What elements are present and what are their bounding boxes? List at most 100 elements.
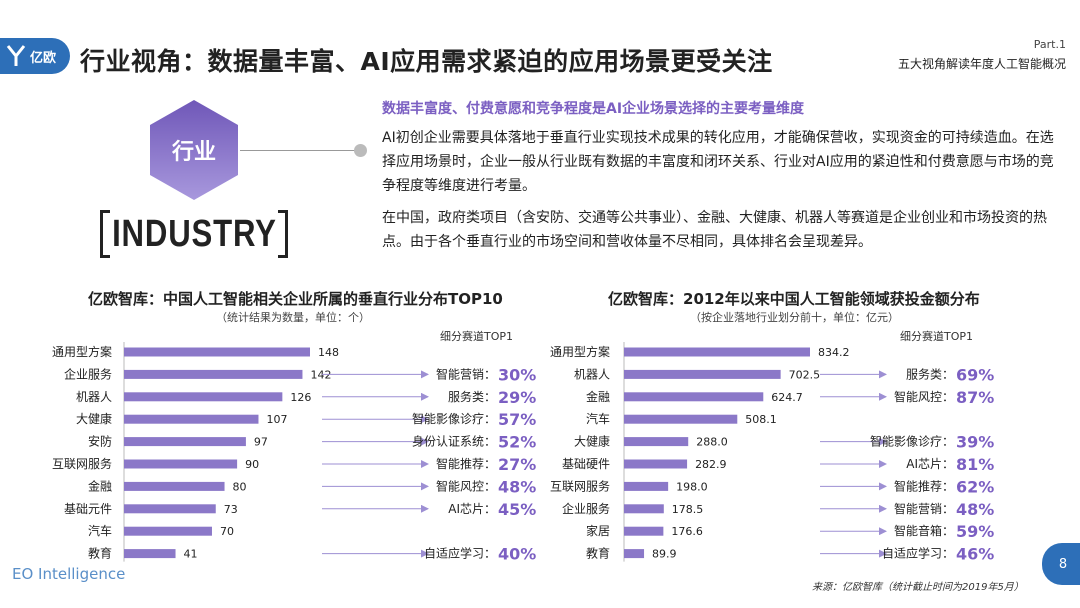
part-label: Part.1 [1033, 38, 1066, 51]
value-label: 142 [310, 368, 331, 381]
connector-line [240, 150, 358, 151]
bar [624, 347, 810, 357]
bar [124, 549, 176, 559]
bar [124, 504, 216, 514]
source-note: 来源：亿欧智库（统计截止时间为2019年5月） [812, 582, 1024, 593]
bar [624, 504, 664, 514]
top1-label: 智能音箱： [894, 523, 954, 538]
category-label: 企业服务 [562, 501, 610, 516]
top1-percent: 48% [956, 500, 994, 519]
bar [624, 369, 781, 379]
top1-percent: 81% [956, 455, 994, 474]
top1-percent: 87% [956, 388, 994, 407]
value-label: 126 [290, 391, 311, 404]
category-label: 机器人 [76, 390, 112, 404]
footer-brand: EO Intelligence [12, 565, 126, 583]
value-label: 148 [318, 346, 339, 359]
category-label: 大健康 [574, 434, 610, 449]
top1-label: 服务类： [906, 366, 954, 381]
bar [624, 481, 669, 491]
chart2-subtitle: （按企业落地行业划分前十，单位：亿元） [690, 311, 899, 324]
top1-percent: 46% [956, 545, 994, 564]
value-label: 89.9 [652, 548, 677, 561]
chart2-title: 亿欧智库：2012年以来中国人工智能领域获投金额分布 [608, 290, 980, 308]
top1-label: 智能风控： [436, 478, 496, 493]
category-label: 大健康 [76, 411, 112, 426]
value-label: 198.0 [676, 480, 708, 493]
category-label: 家居 [586, 523, 610, 538]
category-label: 企业服务 [64, 366, 112, 381]
bar [624, 526, 664, 536]
logo-text: 亿欧 [30, 50, 57, 66]
paragraph-2: 在中国，政府类项目（含安防、交通等公共事业）、金融、大健康、机器人等赛道是企业创… [382, 210, 1047, 250]
top1-label: 智能营销： [436, 366, 496, 381]
category-label: 金融 [88, 478, 112, 493]
category-label: 基础硬件 [562, 457, 610, 471]
top1-label: AI芯片： [448, 502, 496, 516]
industry-label-box: INDUSTRY [100, 206, 288, 262]
value-label: 73 [224, 503, 238, 516]
top1-percent: 40% [498, 545, 536, 564]
bar [624, 414, 738, 424]
chart1-top1-header: 细分赛道TOP1 [440, 329, 513, 343]
top1-percent: 48% [498, 477, 536, 496]
value-label: 508.1 [745, 413, 777, 426]
value-label: 90 [245, 458, 259, 471]
highlight-heading: 数据丰富度、付费意愿和竞争程度是AI企业场景选择的主要考量维度 [382, 101, 805, 117]
bar [124, 459, 238, 469]
value-label: 97 [254, 436, 268, 449]
top1-label: 智能营销： [894, 501, 954, 516]
top1-percent: 45% [498, 500, 536, 519]
top1-percent: 57% [498, 410, 536, 429]
category-label: 金融 [586, 389, 610, 404]
top1-label: 自适应学习： [424, 546, 496, 561]
value-label: 70 [220, 525, 234, 538]
bar [624, 437, 689, 447]
category-label: 通用型方案 [550, 344, 610, 359]
value-label: 288.0 [696, 436, 728, 449]
hex-label: 行业 [171, 140, 216, 165]
top1-percent: 52% [498, 433, 536, 452]
top1-label: 智能风控： [894, 389, 954, 404]
category-label: 汽车 [88, 523, 112, 538]
bar [124, 392, 283, 402]
top1-percent: 39% [956, 433, 994, 452]
value-label: 282.9 [695, 458, 727, 471]
category-label: 汽车 [586, 411, 610, 426]
page-title: 行业视角：数据量丰富、AI应用需求紧迫的应用场景更受关注 [80, 47, 773, 76]
chart1-title: 亿欧智库：中国人工智能相关企业所属的垂直行业分布TOP10 [88, 290, 503, 308]
part-subtitle: 五大视角解读年度人工智能概况 [897, 57, 1066, 71]
top1-label: 智能推荐： [436, 456, 496, 471]
value-label: 834.2 [818, 346, 850, 359]
bar [124, 437, 246, 447]
category-label: 教育 [586, 546, 610, 561]
value-label: 107 [266, 413, 287, 426]
top1-label: 智能影像诊疗： [412, 411, 496, 426]
top1-percent: 69% [956, 365, 994, 384]
industry-hexagon: 行业 [148, 98, 240, 202]
value-label: 178.5 [672, 503, 704, 516]
chart2-top1-header: 细分赛道TOP1 [900, 329, 973, 343]
logo: 亿欧 [0, 38, 70, 74]
right-bracket [278, 210, 288, 258]
top1-label: 身份认证系统： [412, 434, 496, 449]
top1-percent: 27% [498, 455, 536, 474]
left-bracket [100, 210, 110, 258]
bar [124, 347, 310, 357]
bar [624, 392, 764, 402]
paragraph-1: AI初创企业需要具体落地于垂直行业实现技术成果的转化应用，才能确保营收，实现资金… [382, 130, 1054, 194]
chart1-subtitle: （统计结果为数量，单位：个） [216, 311, 370, 324]
bar [124, 481, 225, 491]
top1-label: 服务类： [448, 389, 496, 404]
top1-label: AI芯片： [906, 457, 954, 471]
top1-percent: 62% [956, 477, 994, 496]
top1-label: 智能影像诊疗： [870, 434, 954, 449]
bar [624, 549, 645, 559]
category-label: 互联网服务 [550, 478, 610, 493]
bar [624, 459, 688, 469]
category-label: 教育 [88, 546, 112, 561]
top1-label: 自适应学习： [882, 546, 954, 561]
value-label: 624.7 [771, 391, 803, 404]
bar [124, 526, 212, 536]
